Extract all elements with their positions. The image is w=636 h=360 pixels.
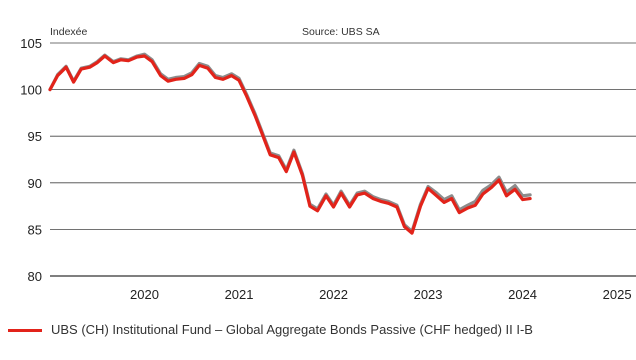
x-tick-label: 2023: [414, 287, 443, 302]
x-tick-label: 2025: [603, 287, 632, 302]
x-tick-label: 2022: [319, 287, 348, 302]
gridlines: [50, 42, 636, 277]
legend: UBS (CH) Institutional Fund – Global Agg…: [8, 321, 608, 338]
x-tick-label: 2024: [508, 287, 537, 302]
y-tick-label: 105: [20, 36, 42, 51]
x-axis-ticks: 2020 2021 2022 2023 2024 2025: [130, 287, 632, 302]
legend-swatch-fund: [8, 329, 42, 332]
y-tick-label: 80: [28, 269, 42, 284]
series-line-grey: [48, 52, 532, 233]
series-lines: [48, 52, 532, 235]
y-tick-label: 95: [28, 129, 42, 144]
chart-subtitle-indexee: Indexée: [50, 26, 88, 38]
y-tick-label: 90: [28, 176, 42, 191]
series-line-fund: [48, 54, 532, 235]
y-axis-ticks: 80 85 90 95 100 105: [20, 36, 42, 284]
y-tick-label: 85: [28, 222, 42, 237]
legend-label-fund: UBS (CH) Institutional Fund – Global Agg…: [51, 322, 533, 337]
y-tick-label: 100: [20, 83, 42, 98]
chart-source-note: Source: UBS SA: [302, 26, 380, 38]
x-tick-label: 2021: [225, 287, 254, 302]
x-tick-label: 2020: [130, 287, 159, 302]
